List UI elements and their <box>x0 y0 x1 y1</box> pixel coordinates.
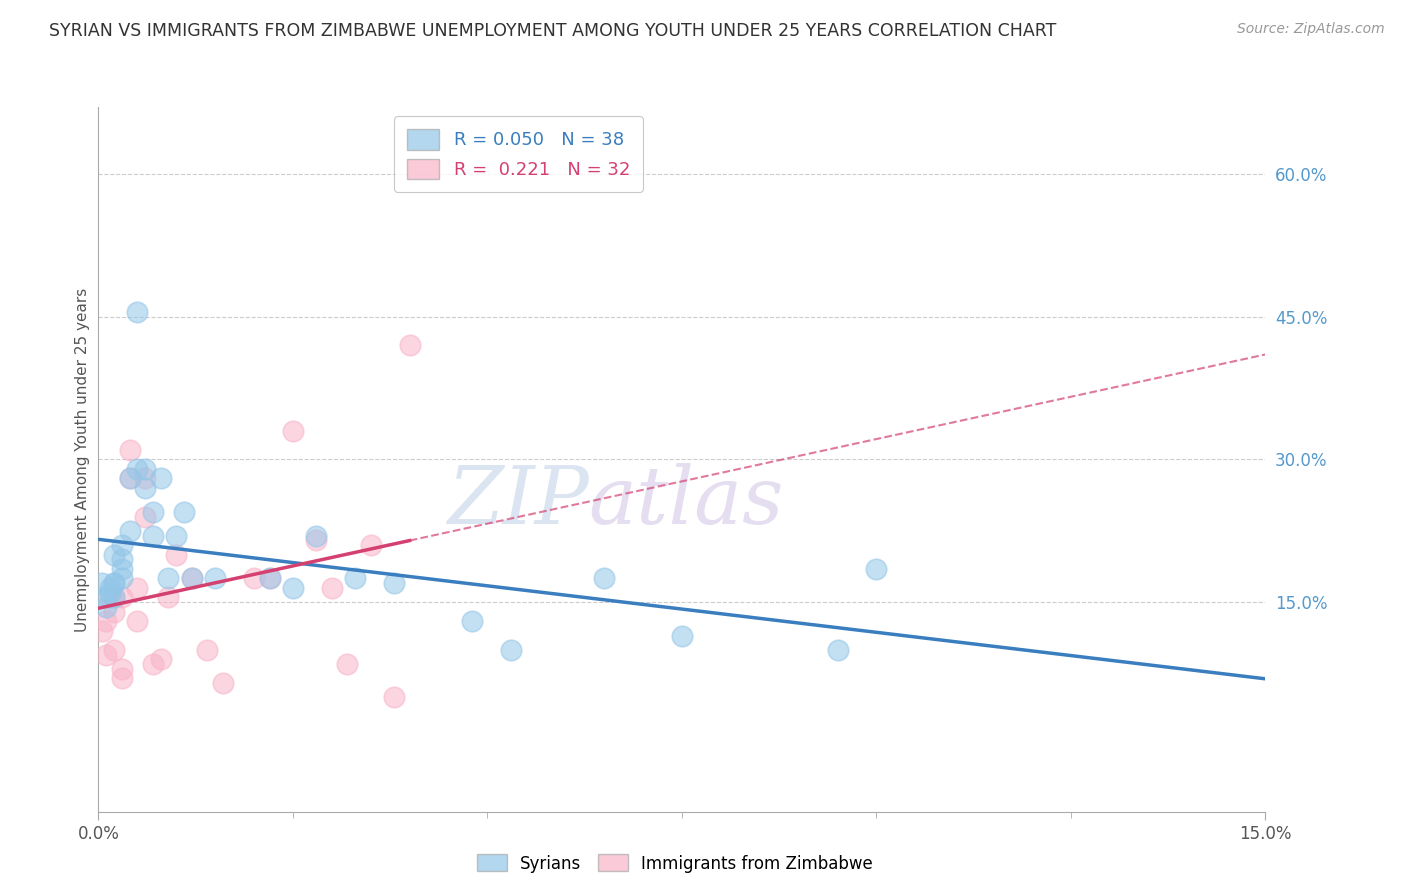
Point <box>103 591 125 605</box>
Point <box>149 652 172 666</box>
Point <box>127 462 149 476</box>
Point <box>103 605 125 619</box>
Point <box>360 538 382 552</box>
Text: SYRIAN VS IMMIGRANTS FROM ZIMBABWE UNEMPLOYMENT AMONG YOUTH UNDER 25 YEARS CORRE: SYRIAN VS IMMIGRANTS FROM ZIMBABWE UNEMP… <box>49 22 1056 40</box>
Point <box>671 628 693 642</box>
Point <box>259 571 281 585</box>
Point <box>173 505 195 519</box>
Point <box>243 571 266 585</box>
Point <box>165 528 187 542</box>
Legend: R = 0.050   N = 38, R =  0.221   N = 32: R = 0.050 N = 38, R = 0.221 N = 32 <box>394 116 643 192</box>
Point <box>127 614 149 628</box>
Point <box>111 552 134 566</box>
Point <box>96 614 118 628</box>
Point <box>382 690 405 705</box>
Point <box>103 548 125 562</box>
Point <box>180 571 202 585</box>
Legend: Syrians, Immigrants from Zimbabwe: Syrians, Immigrants from Zimbabwe <box>470 847 880 880</box>
Point <box>103 643 125 657</box>
Point <box>165 548 187 562</box>
Point <box>98 585 121 599</box>
Point <box>111 662 134 676</box>
Text: atlas: atlas <box>589 463 785 541</box>
Point <box>111 571 134 585</box>
Point <box>157 571 180 585</box>
Point <box>111 591 134 605</box>
Point <box>134 471 156 485</box>
Point <box>118 524 141 538</box>
Point <box>382 576 405 591</box>
Point <box>281 424 304 438</box>
Point <box>91 624 114 638</box>
Point <box>134 481 156 495</box>
Point <box>305 528 328 542</box>
Point <box>865 562 887 576</box>
Point <box>142 505 165 519</box>
Point <box>499 643 522 657</box>
Point <box>305 533 328 548</box>
Point <box>98 591 121 605</box>
Point <box>195 643 218 657</box>
Point <box>118 471 141 485</box>
Point <box>96 648 118 662</box>
Point <box>827 643 849 657</box>
Point <box>98 581 121 595</box>
Point <box>96 591 118 605</box>
Point <box>336 657 359 672</box>
Point <box>134 462 156 476</box>
Y-axis label: Unemployment Among Youth under 25 years: Unemployment Among Youth under 25 years <box>75 287 90 632</box>
Point <box>127 581 149 595</box>
Point <box>212 676 235 690</box>
Text: Source: ZipAtlas.com: Source: ZipAtlas.com <box>1237 22 1385 37</box>
Point <box>91 576 114 591</box>
Point <box>398 338 420 352</box>
Point <box>321 581 343 595</box>
Point <box>118 442 141 457</box>
Point <box>134 509 156 524</box>
Point <box>103 591 125 605</box>
Point <box>180 571 202 585</box>
Point <box>103 576 125 591</box>
Point <box>157 591 180 605</box>
Point <box>281 581 304 595</box>
Point <box>142 528 165 542</box>
Point <box>127 305 149 319</box>
Point <box>593 571 616 585</box>
Point <box>149 471 172 485</box>
Point <box>142 657 165 672</box>
Text: ZIP: ZIP <box>447 463 589 541</box>
Point <box>344 571 367 585</box>
Point <box>461 614 484 628</box>
Point <box>259 571 281 585</box>
Point <box>96 599 118 614</box>
Point <box>111 562 134 576</box>
Point <box>118 471 141 485</box>
Point <box>111 538 134 552</box>
Point <box>103 576 125 591</box>
Point <box>111 672 134 686</box>
Point <box>204 571 226 585</box>
